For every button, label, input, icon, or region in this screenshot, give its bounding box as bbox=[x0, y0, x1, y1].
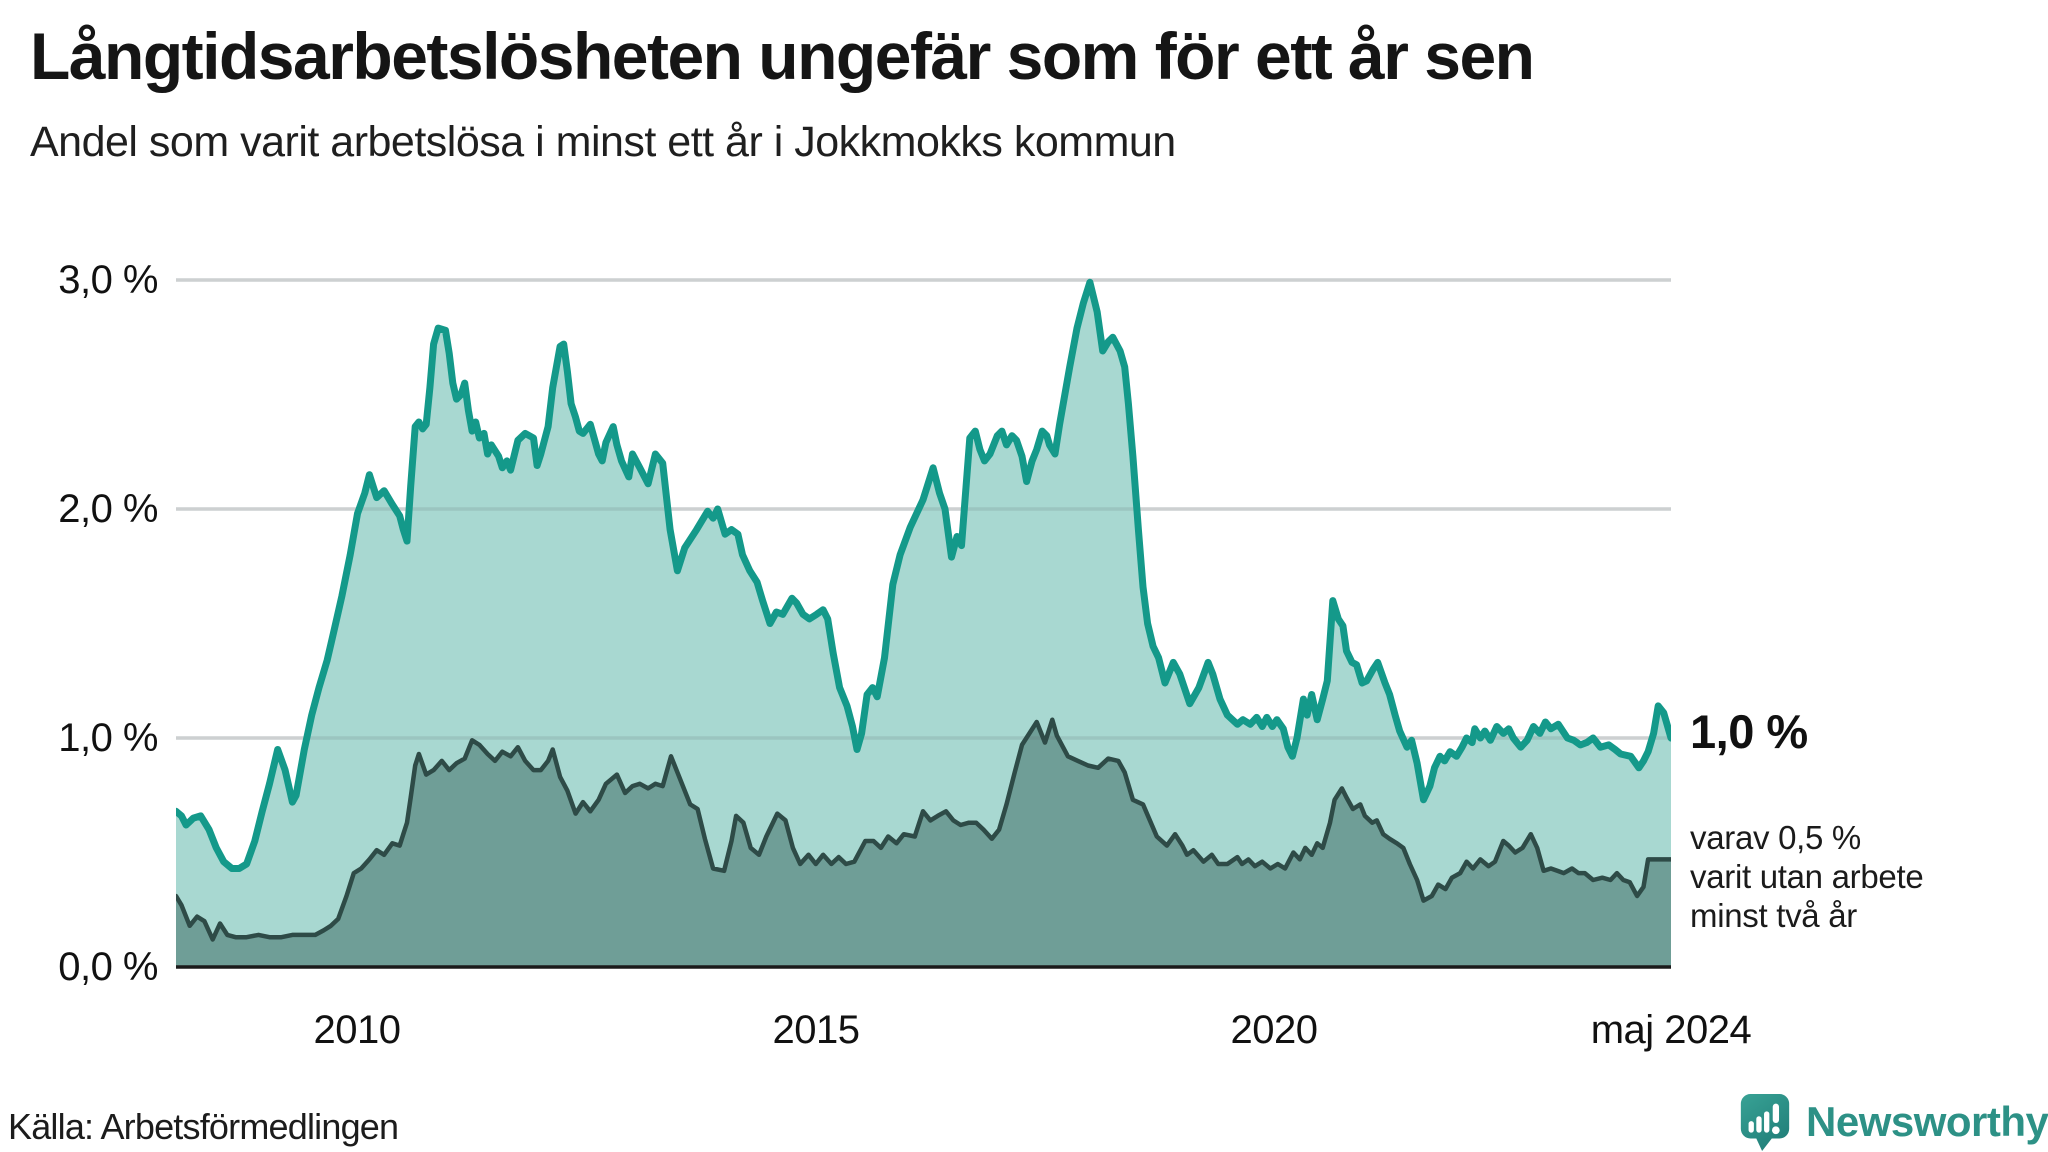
newsworthy-brand: Newsworthy bbox=[1740, 1094, 2048, 1152]
newsworthy-logo-icon bbox=[1740, 1094, 1790, 1152]
chart-subtitle: Andel som varit arbetslösa i minst ett å… bbox=[30, 118, 1176, 166]
series-line-minst-två-år bbox=[176, 717, 1671, 942]
note-line: minst två år bbox=[1690, 897, 1857, 934]
note-line: varav 0,5 % bbox=[1690, 819, 1861, 856]
source-note: Källa: Arbetsförmedlingen bbox=[8, 1106, 399, 1147]
end-value-note: varav 0,5 % varit utan arbete minst två … bbox=[1690, 818, 1924, 935]
y-tick-label: 3,0 % bbox=[58, 258, 158, 302]
x-tick-label: 2010 bbox=[313, 1008, 401, 1052]
x-tick-label: 2020 bbox=[1230, 1008, 1318, 1052]
x-tick-label: maj 2024 bbox=[1590, 1008, 1752, 1052]
x-tick-label: 2015 bbox=[772, 1008, 860, 1052]
y-tick-label: 1,0 % bbox=[58, 716, 158, 760]
page-title: Långtidsarbetslösheten ungefär som för e… bbox=[30, 19, 1535, 93]
newsworthy-wordmark: Newsworthy bbox=[1806, 1098, 2048, 1145]
end-value-label: 1,0 % bbox=[1690, 705, 1808, 758]
series-line-minst-ett-år bbox=[176, 278, 1671, 872]
area-fill-minst-två-år bbox=[176, 719, 1671, 967]
y-tick-label: 0,0 % bbox=[58, 945, 158, 989]
plot-area bbox=[176, 278, 1671, 967]
note-line: varit utan arbete bbox=[1690, 858, 1924, 895]
y-tick-label: 2,0 % bbox=[58, 487, 158, 531]
